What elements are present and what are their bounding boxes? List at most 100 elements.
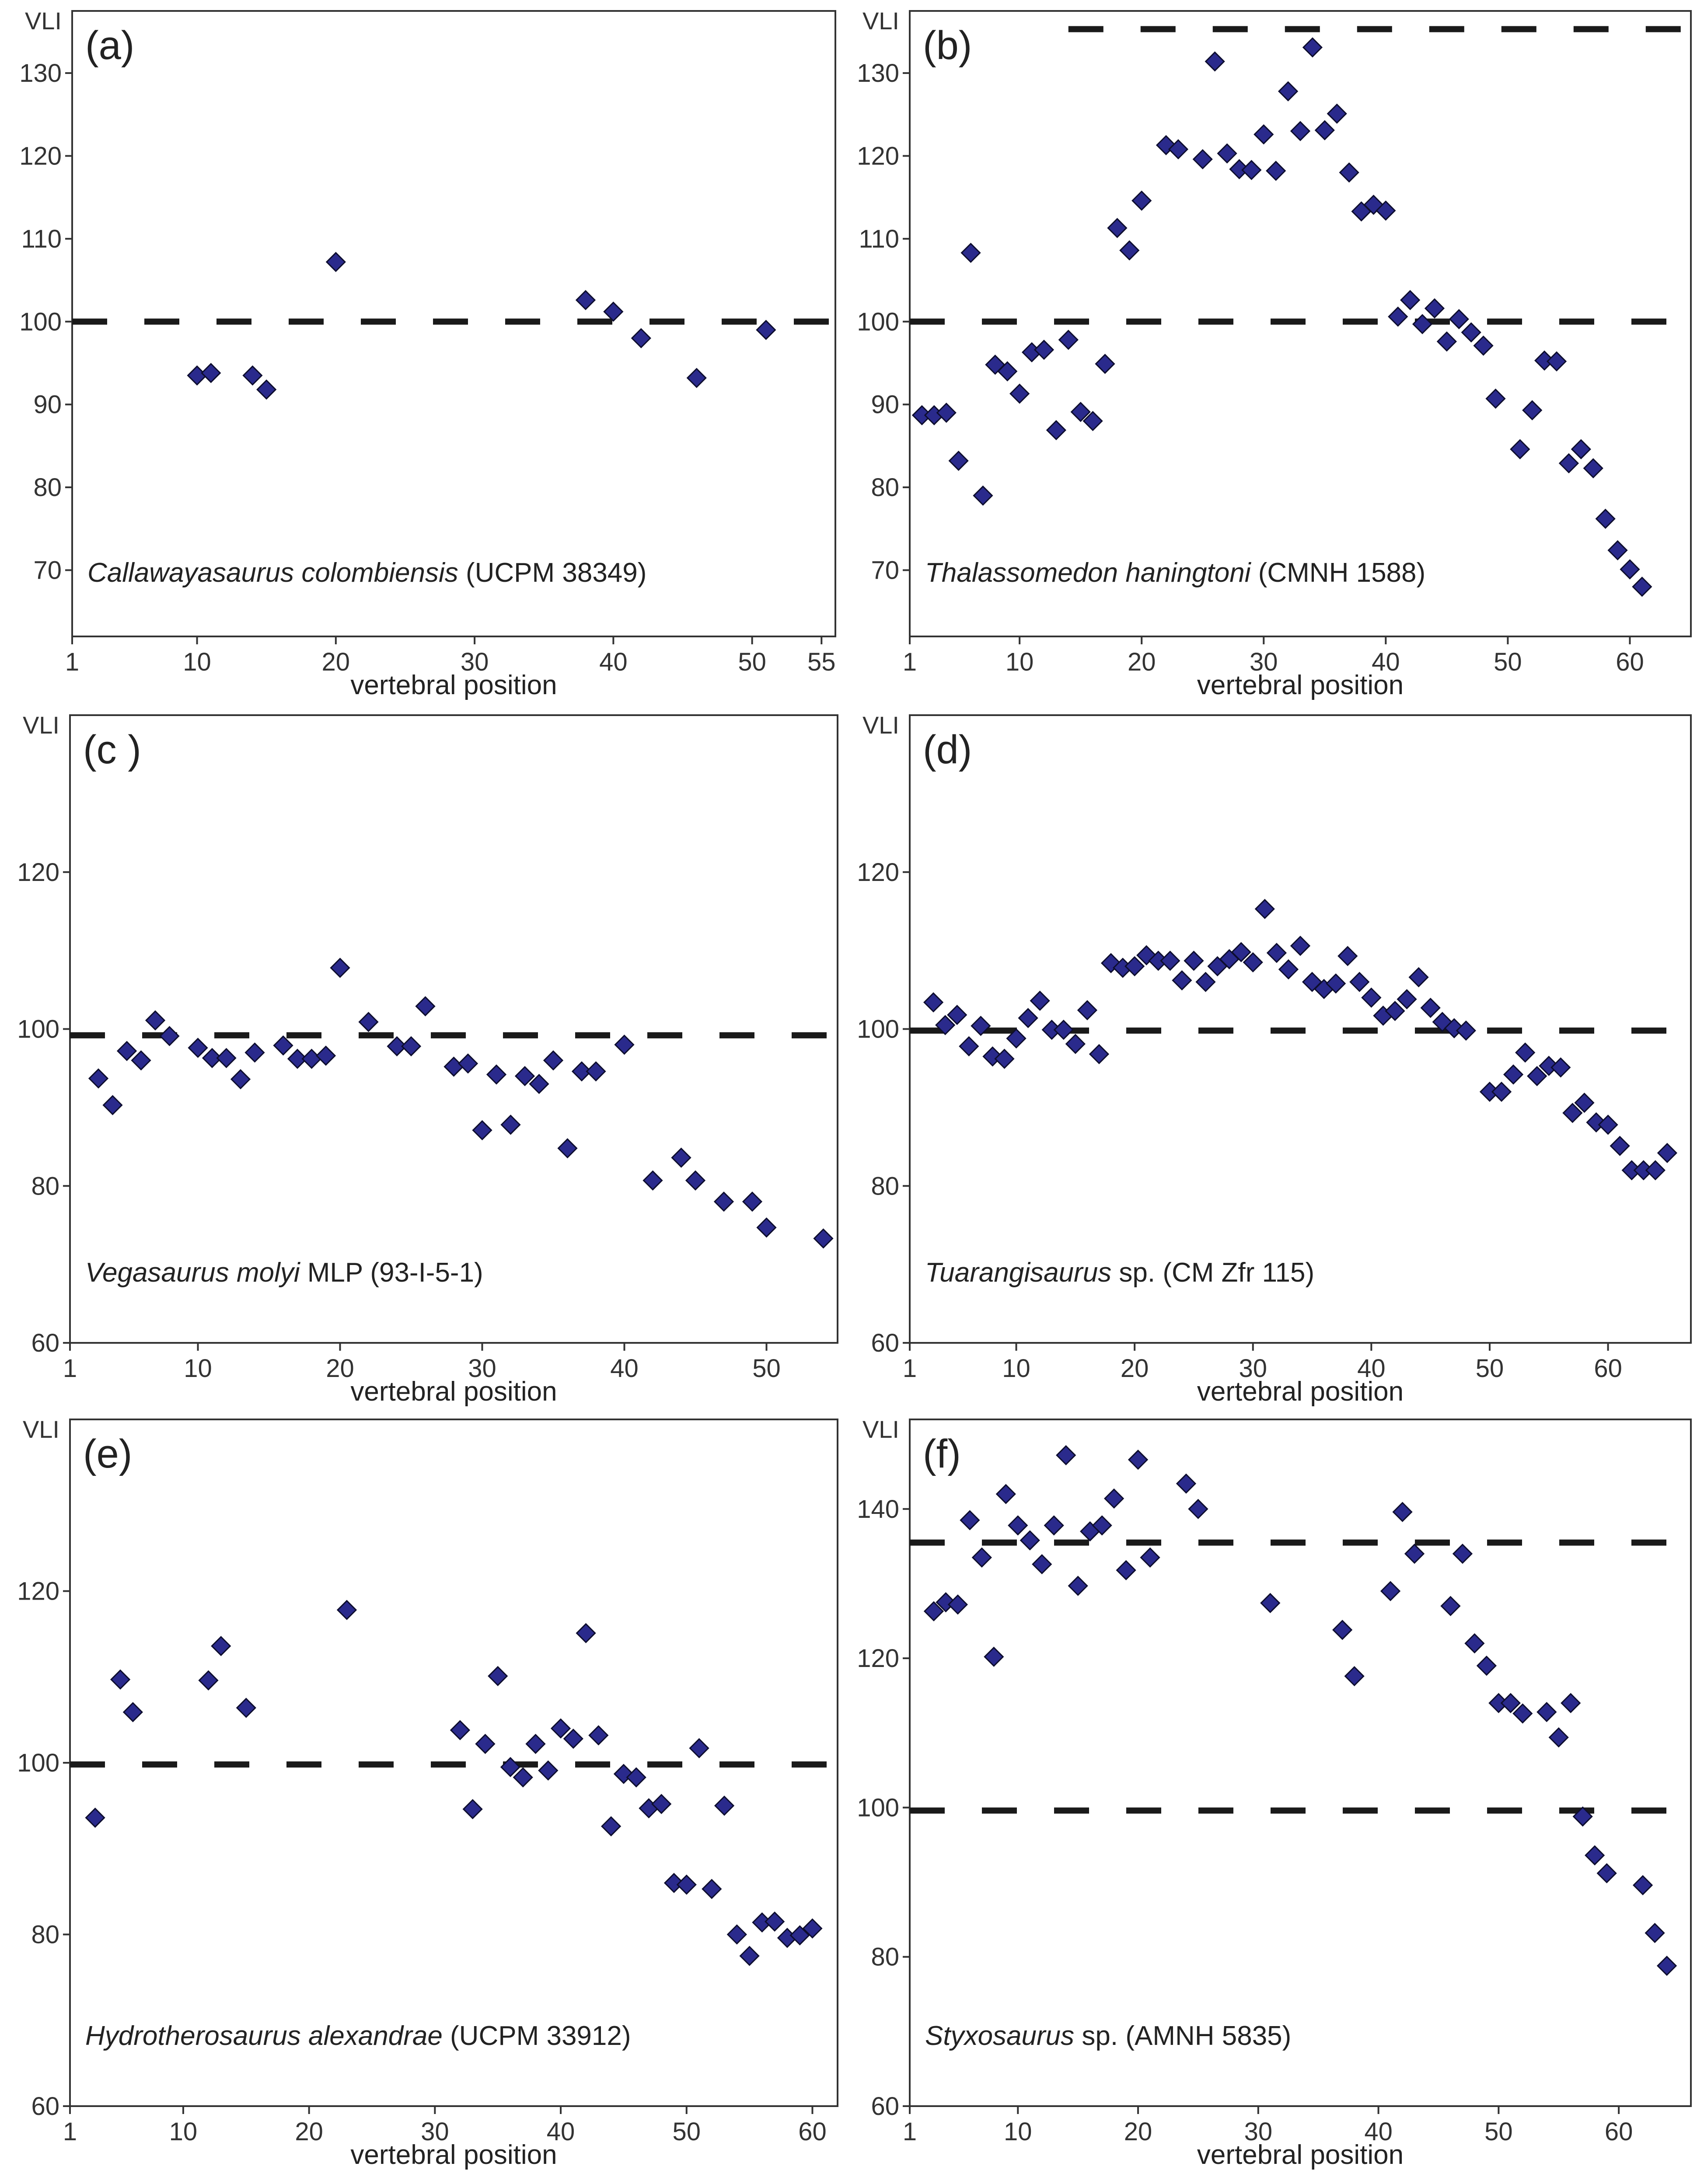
data-point: [1266, 161, 1286, 181]
data-point: [1254, 124, 1274, 145]
data-point: [971, 1547, 992, 1568]
x-axis-label: vertebral position: [1197, 1377, 1404, 1407]
data-point: [1290, 121, 1311, 141]
x-axis-label: vertebral position: [1197, 670, 1404, 700]
data-point: [1548, 1727, 1569, 1748]
data-point: [1412, 314, 1433, 335]
y-tick-label: 100: [857, 1015, 899, 1044]
data-point: [325, 252, 346, 273]
x-tick-label: 20: [1128, 648, 1156, 676]
x-axis-label: vertebral position: [1197, 2140, 1404, 2170]
data-point: [1030, 990, 1050, 1011]
data-point: [1558, 453, 1579, 474]
y-tick-label: 80: [871, 1172, 899, 1200]
x-tick-label: 60: [1605, 2118, 1633, 2146]
data-point: [756, 320, 776, 340]
specimen-id: (UCPM 33912): [443, 2021, 631, 2051]
y-tick-label: 120: [857, 142, 899, 170]
data-point: [588, 1725, 609, 1746]
y-tick-label: 80: [31, 1172, 59, 1200]
x-tick-label: 10: [1002, 1354, 1030, 1383]
x-tick-label: 40: [547, 2118, 575, 2146]
data-point: [742, 1192, 763, 1212]
x-tick-label: 40: [1357, 1354, 1386, 1383]
panel-f: 1 10 20 30 40 50 60 60 80 100 120 140 VLI vertebral p…: [857, 1415, 1692, 2170]
data-point: [575, 290, 596, 311]
data-point: [960, 1510, 980, 1531]
data-point: [923, 1601, 944, 1621]
data-point: [1572, 1806, 1593, 1827]
specimen-caption: Callawayasaurus colombiensis (UCPM 38349…: [87, 558, 646, 588]
data-point: [500, 1115, 521, 1135]
data-point: [256, 379, 277, 400]
data-point: [236, 1698, 256, 1718]
data-point: [1408, 967, 1429, 988]
data-point: [1436, 331, 1457, 352]
data-point: [1332, 1620, 1353, 1640]
data-point: [1645, 1160, 1666, 1181]
data-point: [462, 1799, 483, 1820]
x-tick-label: 30: [421, 2118, 449, 2146]
specimen-id: (CMNH 1588): [1251, 558, 1426, 588]
x-tick-label: 20: [322, 648, 350, 676]
data-point: [1168, 139, 1189, 160]
x-tick-label: 60: [1594, 1354, 1622, 1383]
data-point: [1009, 383, 1030, 404]
data-point: [122, 1702, 143, 1723]
specimen-caption: Vegasaurus molyi MLP (93-I-5-1): [85, 1258, 483, 1288]
data-point: [973, 485, 993, 506]
data-point: [88, 1068, 109, 1089]
data-point: [1140, 1547, 1160, 1568]
data-point: [202, 1048, 223, 1068]
data-point: [765, 1911, 785, 1932]
data-point: [145, 1010, 166, 1031]
data-point: [1077, 1000, 1098, 1020]
data-point: [216, 1048, 237, 1068]
data-point: [813, 1228, 834, 1249]
data-point: [387, 1036, 407, 1057]
y-tick-label: 100: [857, 1793, 899, 1822]
x-tick-label: 50: [738, 648, 766, 676]
data-point: [102, 1095, 123, 1115]
taxon-name: Tuarangisaurus: [925, 1258, 1111, 1288]
data-point: [960, 242, 981, 263]
y-axis-label: VLI: [862, 1415, 899, 1443]
data-point: [948, 451, 969, 471]
data-point: [689, 1738, 709, 1758]
y-tick-label: 100: [17, 1749, 59, 1777]
data-point: [1491, 1081, 1512, 1102]
y-axis-label: VLI: [862, 711, 899, 739]
x-tick-label: 20: [1124, 2118, 1152, 2146]
y-tick-label: 130: [857, 59, 899, 87]
data-point: [1326, 973, 1346, 994]
data-point: [1241, 160, 1262, 180]
data-point: [1231, 942, 1251, 962]
data-point: [1089, 1044, 1110, 1065]
data-point: [1266, 943, 1287, 963]
data-point: [971, 1016, 991, 1036]
panel-b: 1 10 20 30 40 50 60708090100110120130VLIverteb…: [857, 7, 1692, 700]
x-tick-label: 20: [326, 1354, 354, 1383]
data-point: [1400, 290, 1421, 311]
data-point: [1424, 298, 1445, 319]
data-point: [714, 1796, 735, 1816]
x-tick-label: 60: [798, 2118, 827, 2146]
data-point: [1503, 1064, 1524, 1085]
data-point: [538, 1760, 559, 1781]
x-tick-label: 60: [1616, 648, 1644, 676]
data-point: [1598, 1115, 1618, 1135]
y-tick-label: 70: [33, 556, 62, 584]
data-point: [947, 1005, 967, 1025]
x-tick-label: 30: [468, 1354, 496, 1383]
specimen-caption: Styxosaurus sp. (AMNH 5835): [925, 2021, 1291, 2051]
data-point: [211, 1635, 231, 1656]
y-tick-label: 100: [17, 1015, 59, 1044]
data-point: [995, 1484, 1016, 1504]
data-point: [1188, 1499, 1208, 1519]
data-point: [85, 1807, 105, 1828]
specimen-id: MLP (93-I-5-1): [300, 1258, 483, 1288]
data-point: [1192, 149, 1213, 170]
data-point: [1404, 1544, 1425, 1564]
plot-frame: [909, 1419, 1692, 2107]
data-point: [1044, 1515, 1064, 1536]
